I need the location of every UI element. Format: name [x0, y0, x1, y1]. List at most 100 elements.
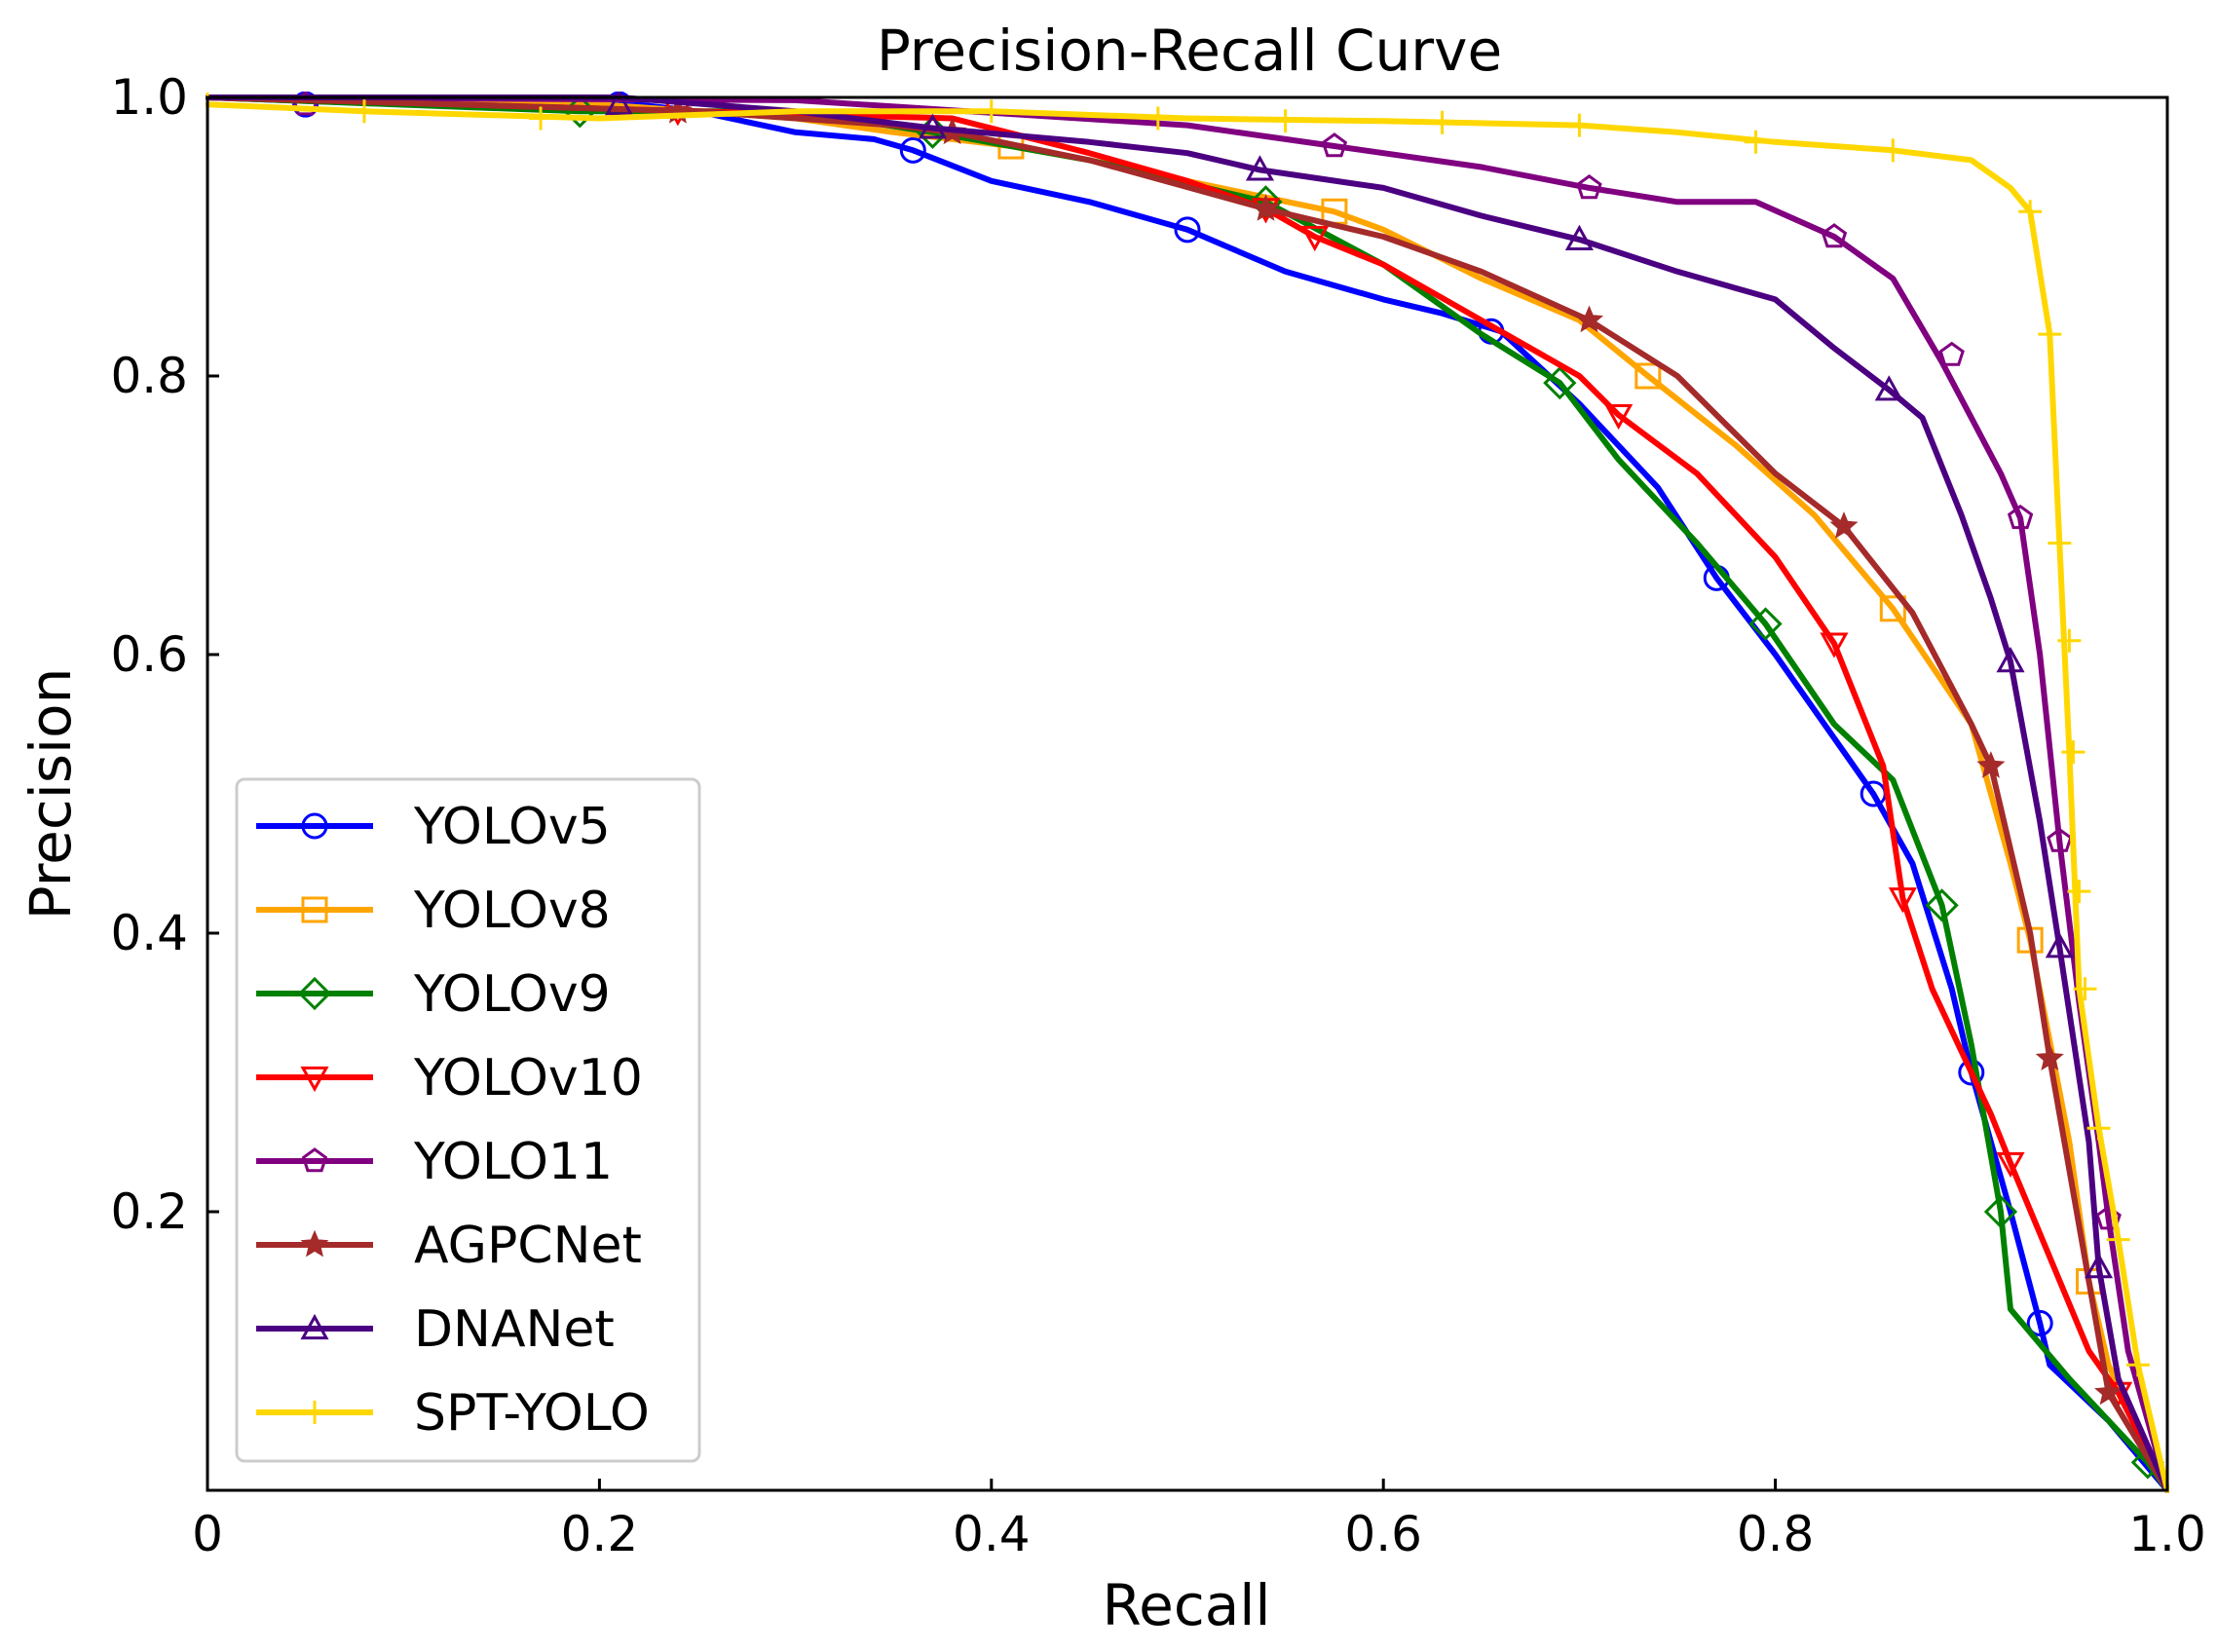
- data-point-yolov9: [1249, 185, 1283, 219]
- x-tick-label: 0.8: [1737, 1506, 1815, 1562]
- data-point-yolo11: [1321, 132, 1348, 158]
- data-point-yolov8: [1635, 362, 1662, 390]
- data-point-agpcnet: [2035, 1043, 2064, 1071]
- y-tick-label: 0.6: [110, 626, 188, 683]
- data-point-spt-yolo: [1567, 113, 1592, 137]
- data-point-yolov10: [1888, 887, 1917, 914]
- data-point-agpcnet: [1976, 751, 2006, 778]
- data-point-agpcnet: [1251, 194, 1281, 221]
- data-point-spt-yolo: [2086, 1116, 2111, 1141]
- data-point-yolo11: [1938, 341, 1965, 366]
- data-point-dnanet: [2085, 1253, 2114, 1279]
- data-point-yolo11: [2095, 1205, 2122, 1230]
- legend-item-spt-yolo: SPT-YOLO: [256, 1384, 650, 1443]
- legend-marker: [300, 1313, 329, 1340]
- data-point-dnanet: [1564, 224, 1594, 250]
- data-point-spt-yolo: [2061, 740, 2085, 765]
- legend-marker: [301, 1147, 328, 1173]
- x-tick-label: 0.4: [953, 1506, 1031, 1562]
- data-point-spt-yolo: [2125, 1353, 2150, 1377]
- y-tick-label: 0.4: [110, 905, 188, 961]
- data-point-dnanet: [2045, 932, 2074, 958]
- series-dnanet: [206, 92, 2169, 1493]
- legend-item-agpcnet: AGPCNet: [256, 1217, 642, 1275]
- data-point-yolov10: [1996, 1151, 2025, 1179]
- data-point-agpcnet: [1829, 511, 1859, 539]
- data-point-spt-yolo: [2057, 628, 2082, 653]
- series-line-dnanet: [206, 94, 2169, 1493]
- legend-marker: [300, 1066, 329, 1093]
- data-point-yolov9: [1748, 607, 1783, 641]
- data-point-spt-yolo: [2106, 1227, 2130, 1252]
- legend-label: YOLOv9: [413, 965, 611, 1024]
- data-point-yolov5: [899, 136, 926, 164]
- data-point-yolov10: [1604, 403, 1634, 431]
- data-point-dnanet: [1874, 375, 1903, 401]
- series-line-yolo11: [206, 94, 2169, 1493]
- legend-label: YOLOv5: [413, 798, 611, 856]
- series-layer: [206, 92, 2169, 1493]
- legend-marker: [301, 896, 328, 923]
- data-point-yolo11: [2007, 505, 2034, 530]
- y-tick-label: 0.8: [110, 348, 188, 404]
- series-line-yolov10: [206, 94, 2169, 1493]
- legend-label: DNANet: [414, 1300, 615, 1359]
- legend-item-yolov9: YOLOv9: [256, 965, 611, 1024]
- data-point-yolov5: [1174, 216, 1201, 244]
- series-line-spt-yolo: [206, 101, 2169, 1493]
- data-point-spt-yolo: [2048, 531, 2072, 555]
- ticks-layer: 0 0.2 0.4 0.6 0.8 1.0 0.2 0.4 0.6 0.8 1.0: [110, 69, 2205, 1562]
- legend-item-yolov10: YOLOv10: [256, 1049, 643, 1108]
- data-point-yolov9: [1925, 888, 1959, 922]
- data-point-yolov9: [1983, 1194, 2018, 1229]
- data-point-spt-yolo: [1273, 109, 1297, 133]
- data-point-spt-yolo: [1430, 110, 1454, 134]
- legend-label: SPT-YOLO: [414, 1384, 650, 1443]
- y-axis-label: Precision: [18, 668, 84, 920]
- data-point-dnanet: [1996, 647, 2025, 673]
- legend-marker: [301, 812, 328, 840]
- data-point-spt-yolo: [2038, 322, 2062, 347]
- series-line-agpcnet: [206, 94, 2169, 1493]
- legend-item-dnanet: DNANet: [256, 1300, 615, 1359]
- legend-item-yolo11: YOLO11: [256, 1133, 613, 1191]
- data-point-spt-yolo: [2073, 977, 2097, 1001]
- data-point-spt-yolo: [979, 99, 1003, 124]
- data-point-yolov10: [1300, 225, 1330, 252]
- x-tick-label: 0.6: [1344, 1506, 1422, 1562]
- data-point-dnanet: [918, 113, 947, 139]
- legend-marker: [300, 1229, 329, 1258]
- data-point-dnanet: [1245, 155, 1274, 181]
- legend-label: AGPCNet: [414, 1217, 642, 1275]
- y-tick-label: 0.2: [110, 1183, 188, 1240]
- data-point-dnanet: [604, 92, 634, 116]
- legend-marker: [297, 976, 332, 1011]
- legend-box: [235, 777, 701, 1463]
- data-point-yolov5: [2026, 1309, 2053, 1336]
- data-point-agpcnet: [1574, 305, 1604, 333]
- legend-item-yolov5: YOLOv5: [256, 798, 611, 856]
- data-point-agpcnet: [2094, 1377, 2123, 1406]
- legend-label: YOLOv10: [413, 1049, 643, 1108]
- legend-marker: [303, 1401, 326, 1424]
- series-agpcnet: [206, 94, 2169, 1493]
- legend-label: YOLO11: [413, 1133, 613, 1191]
- data-point-spt-yolo: [352, 99, 376, 124]
- data-point-spt-yolo: [1744, 130, 1768, 154]
- legend: YOLOv5 YOLOv8 YOLOv9 YOLOv10 YOLO11 AGPCNet DN…: [235, 777, 701, 1463]
- legend-label: YOLOv8: [413, 882, 611, 940]
- x-tick-label: 0: [192, 1506, 223, 1562]
- data-point-spt-yolo: [2067, 880, 2091, 904]
- y-tick-label: 1.0: [110, 69, 188, 126]
- data-point-spt-yolo: [1146, 106, 1170, 131]
- data-point-yolo11: [1821, 223, 1848, 248]
- data-point-spt-yolo: [529, 106, 553, 131]
- data-point-yolov10: [1820, 632, 1849, 658]
- x-axis-label: Recall: [1102, 1572, 1270, 1638]
- plot-frame: [206, 95, 2169, 1492]
- data-point-yolov8: [1879, 595, 1906, 622]
- chart-title: Precision-Recall Curve: [877, 18, 1502, 84]
- x-tick-label: 0.2: [561, 1506, 639, 1562]
- series-spt-yolo: [206, 93, 2169, 1493]
